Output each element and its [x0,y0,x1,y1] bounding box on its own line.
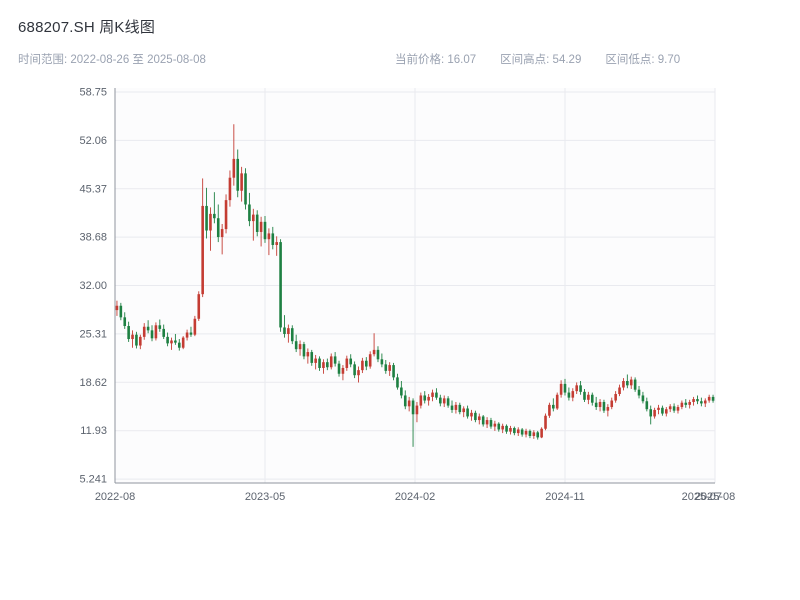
page-title: 688207.SH 周K线图 [18,19,156,36]
stats-row: 当前价格: 16.07 区间高点: 54.29 区间低点: 9.70 [395,51,680,67]
svg-text:25.31: 25.31 [79,328,107,340]
svg-text:58.75: 58.75 [79,86,107,98]
svg-text:2023-05: 2023-05 [245,491,285,503]
svg-text:5.241: 5.241 [79,474,107,486]
svg-text:18.62: 18.62 [79,377,107,389]
kline-chart: 2022-08 2023-05 2024-02 2024-11 2025-072025-… [79,86,735,503]
svg-text:2025-07: 2025-07 [682,491,722,503]
range-high-stat: 区间高点: 54.29 [500,54,582,66]
svg-text:32.00: 32.00 [79,280,107,292]
svg-text:11.93: 11.93 [80,425,107,437]
svg-text:45.37: 45.37 [79,183,107,195]
svg-text:2024-02: 2024-02 [395,491,435,503]
svg-text:52.06: 52.06 [79,135,107,147]
time-range-label: 时间范围: 2022-08-26 至 2025-08-08 [18,54,206,66]
current-price-stat: 当前价格: 16.07 [395,54,477,66]
svg-text:38.68: 38.68 [79,232,107,244]
range-low-stat: 区间低点: 9.70 [605,54,681,66]
svg-text:2024-11: 2024-11 [545,491,585,503]
svg-text:2022-08: 2022-08 [95,491,135,503]
svg-text:2025-08: 2025-08 [695,491,735,503]
